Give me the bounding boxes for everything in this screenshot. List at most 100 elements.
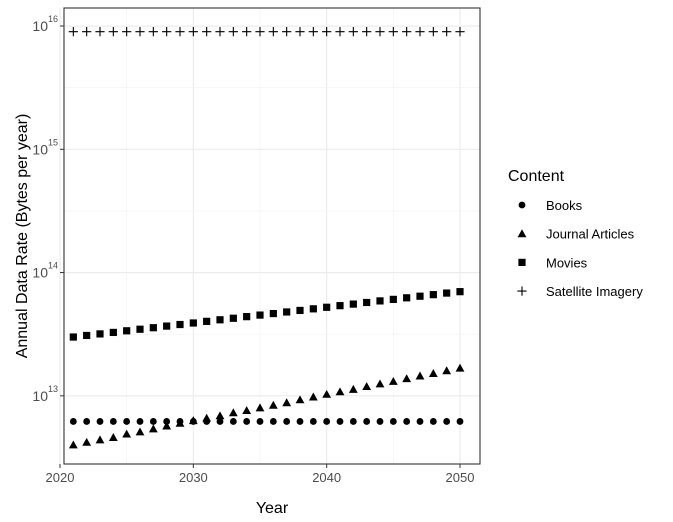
data-point [283, 418, 291, 425]
data-point [363, 298, 371, 307]
data-point [388, 27, 398, 37]
data-point [109, 418, 117, 425]
data-point [322, 389, 332, 398]
data-point [442, 27, 452, 37]
data-point [96, 330, 104, 338]
data-point [136, 418, 144, 425]
data-point [148, 424, 158, 433]
data-point [135, 427, 145, 436]
data-point [322, 27, 332, 37]
data-point [455, 363, 465, 372]
data-point [348, 27, 358, 37]
x-tick-label: 2020 [46, 470, 75, 485]
data-point [162, 421, 172, 430]
data-point [122, 27, 132, 37]
data-point [336, 302, 344, 310]
legend-label: Satellite Imagery [546, 284, 643, 299]
data-point [176, 320, 184, 329]
y-tick-label: 1016 [32, 14, 58, 34]
data-point [255, 403, 265, 412]
data-point [162, 27, 172, 37]
data-point [416, 292, 424, 300]
data-point [96, 418, 104, 425]
data-point [108, 433, 118, 441]
data-point [163, 322, 171, 330]
data-point [229, 314, 237, 322]
data-point [175, 418, 185, 427]
data-point [403, 294, 411, 302]
data-point [363, 418, 371, 425]
legend-key-square [518, 258, 526, 266]
legend-item: Books [518, 198, 583, 213]
data-point [216, 316, 224, 324]
data-point [68, 440, 78, 449]
data-point [295, 27, 305, 37]
legend-item: Satellite Imagery [517, 284, 643, 299]
x-tick-label: 2050 [446, 470, 475, 485]
data-point [243, 418, 251, 425]
y-tick-label: 1013 [32, 384, 58, 404]
data-point [268, 27, 278, 37]
data-point [188, 416, 198, 425]
legend-label: Movies [546, 255, 588, 270]
series-triangle [68, 363, 465, 449]
data-point [95, 435, 105, 444]
data-point [376, 297, 384, 305]
data-point [268, 400, 278, 409]
data-point [202, 27, 212, 37]
data-point [455, 27, 465, 37]
data-point [242, 27, 252, 37]
data-point [308, 27, 318, 37]
x-axis-title: Year [256, 500, 289, 517]
data-point [83, 418, 91, 425]
data-point [296, 306, 304, 315]
y-axis: 1013 1014 1015 1016 [32, 14, 64, 404]
y-tick-label: 1015 [32, 137, 58, 157]
data-point [215, 411, 225, 420]
data-point [388, 376, 398, 385]
legend-item: Movies [518, 255, 588, 270]
data-point [456, 418, 464, 425]
data-point [295, 395, 305, 404]
data-point [415, 371, 425, 380]
data-point [323, 418, 331, 425]
data-point [402, 27, 412, 37]
legend-key-triangle [517, 229, 527, 238]
plot-panel-border [63, 7, 481, 465]
data-point [349, 418, 357, 425]
data-point [442, 366, 452, 375]
data-point [362, 382, 372, 391]
data-point [402, 374, 412, 383]
legend-label: Journal Articles [546, 227, 635, 242]
data-point [95, 27, 105, 37]
series-plus [68, 27, 465, 37]
data-point [323, 303, 331, 311]
data-point [69, 333, 77, 341]
data-point [375, 27, 385, 37]
data-point [429, 418, 437, 425]
data-point [309, 305, 317, 313]
data-point [82, 437, 92, 446]
data-point [282, 27, 292, 37]
data-point [416, 418, 424, 425]
data-point [149, 418, 157, 425]
data-point [456, 288, 464, 296]
data-point [123, 418, 131, 425]
y-axis-title: Annual Data Rate (Bytes per year) [14, 114, 31, 359]
x-tick-label: 2030 [179, 470, 208, 485]
data-point [282, 398, 292, 407]
data-point [175, 27, 185, 37]
data-point [202, 413, 212, 422]
legend-title: Content [508, 168, 565, 185]
data-point [242, 406, 252, 415]
data-point [135, 27, 145, 37]
data-point [389, 418, 397, 425]
data-point [349, 300, 357, 308]
data-point [228, 27, 238, 37]
data-point [283, 308, 291, 316]
x-tick-label: 2040 [312, 470, 341, 485]
data-point [109, 328, 117, 337]
legend-label: Books [546, 198, 583, 213]
legend-key-circle [518, 201, 526, 209]
